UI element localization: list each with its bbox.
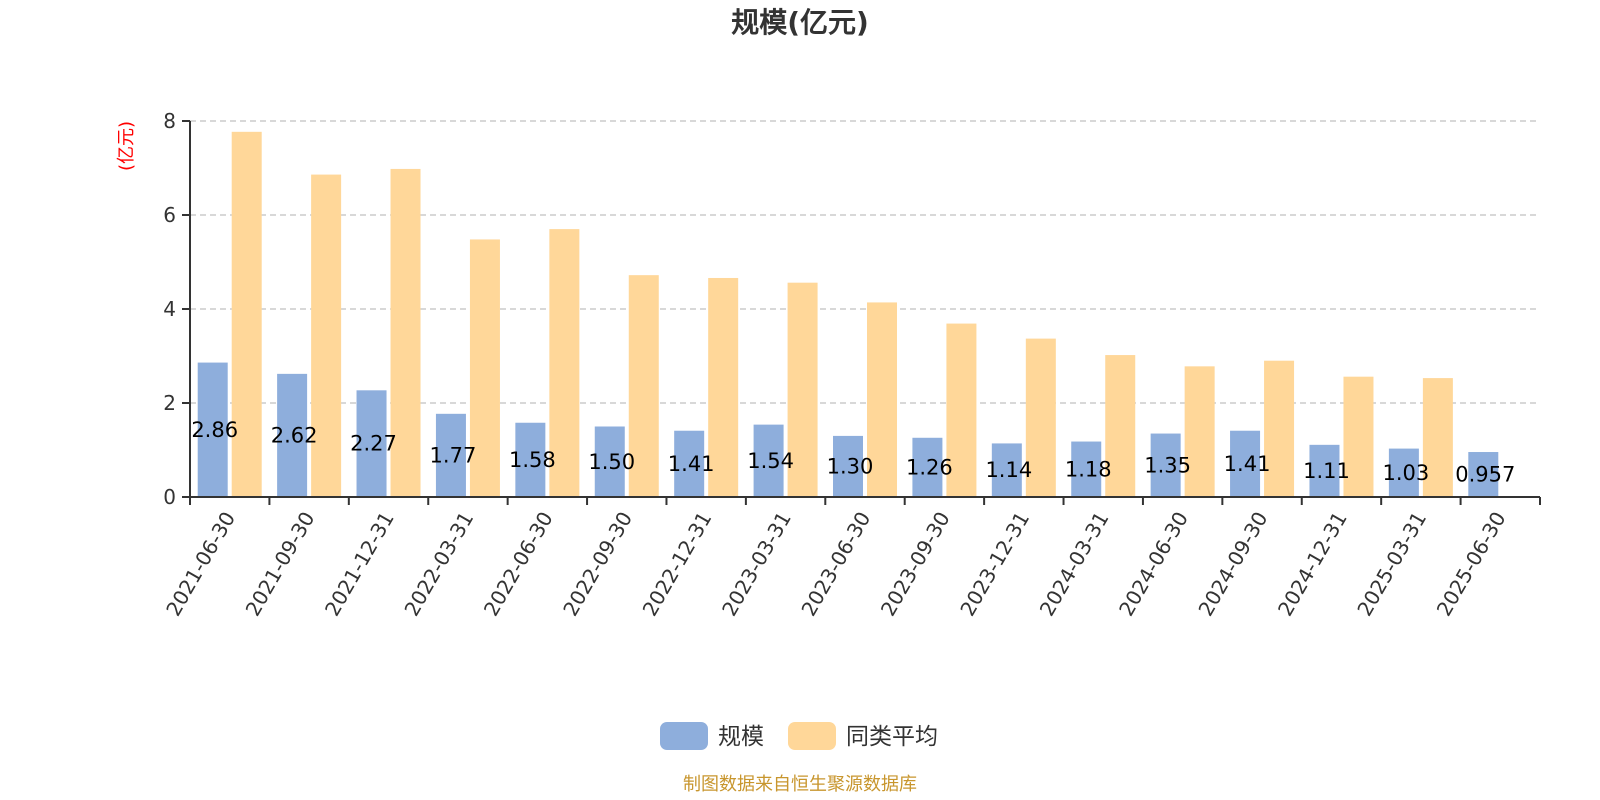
bar-size-5 xyxy=(594,426,625,497)
bar-peer-average-5 xyxy=(628,275,659,497)
bar-size-8 xyxy=(833,435,863,497)
data-label-size-15: 1.03 xyxy=(1382,461,1429,485)
data-label-size-4: 1.58 xyxy=(509,448,556,472)
bar-peer-average-6 xyxy=(708,277,739,497)
data-label-size-12: 1.35 xyxy=(1144,453,1191,477)
data-label-size-3: 1.77 xyxy=(430,443,477,467)
bar-peer-average-13 xyxy=(1264,360,1295,497)
data-label-size-6: 1.41 xyxy=(668,452,715,476)
bar-peer-average-14 xyxy=(1343,376,1374,497)
bar-peer-average-8 xyxy=(867,302,897,497)
y-tick-label-4: 8 xyxy=(163,109,176,133)
data-label-size-14: 1.11 xyxy=(1303,459,1350,483)
legend-swatch-0[interactable] xyxy=(660,722,708,750)
bar-size-13 xyxy=(1230,430,1261,497)
bar-size-16 xyxy=(1468,452,1499,497)
bar-peer-average-15 xyxy=(1422,378,1453,497)
legend-swatch-1[interactable] xyxy=(788,722,836,750)
data-label-size-2: 2.27 xyxy=(350,432,397,456)
bar-size-9 xyxy=(912,437,943,497)
data-label-size-1: 2.62 xyxy=(271,423,318,447)
y-tick-label-0: 0 xyxy=(163,485,176,509)
bar-size-11 xyxy=(1071,441,1102,497)
legend-label-0[interactable]: 规模 xyxy=(718,724,764,750)
bar-peer-average-1 xyxy=(311,174,342,497)
bar-size-14 xyxy=(1309,444,1340,497)
x-tick-label-13: 2024-09-30 xyxy=(1193,508,1272,621)
data-label-size-7: 1.54 xyxy=(747,449,794,473)
bar-peer-average-9 xyxy=(946,323,977,497)
x-tick-label-5: 2022-09-30 xyxy=(558,508,637,621)
bar-size-4 xyxy=(515,422,546,497)
y-tick-label-1: 2 xyxy=(163,391,176,415)
x-tick-label-7: 2023-03-31 xyxy=(717,508,796,621)
x-tick-label-10: 2023-12-31 xyxy=(955,508,1034,621)
x-tick-label-4: 2022-06-30 xyxy=(479,508,558,621)
y-tick-label-2: 4 xyxy=(163,297,176,321)
bar-peer-average-0 xyxy=(231,131,262,497)
bar-size-15 xyxy=(1388,448,1419,497)
x-tick-label-16: 2025-06-30 xyxy=(1432,508,1511,621)
x-tick-label-0: 2021-06-30 xyxy=(161,508,240,621)
bar-peer-average-12 xyxy=(1184,366,1215,497)
x-tick-label-15: 2025-03-31 xyxy=(1352,508,1431,621)
bar-size-2 xyxy=(356,390,387,497)
source-note: 制图数据来自恒生聚源数据库 xyxy=(683,774,917,795)
bar-peer-average-3 xyxy=(469,239,500,497)
bar-peer-average-7 xyxy=(787,282,818,497)
x-tick-label-11: 2024-03-31 xyxy=(1035,508,1114,621)
data-label-size-0: 2.86 xyxy=(191,418,238,442)
bar-size-0 xyxy=(197,362,228,497)
data-label-size-16: 0.957 xyxy=(1455,463,1515,487)
x-tick-label-2: 2021-12-31 xyxy=(320,508,399,621)
bar-peer-average-11 xyxy=(1105,355,1136,497)
data-label-size-10: 1.14 xyxy=(985,458,1032,482)
bar-size-1 xyxy=(277,373,308,497)
x-tick-label-8: 2023-06-30 xyxy=(796,508,875,621)
bar-peer-average-10 xyxy=(1025,338,1056,497)
data-labels: 2.86 2.62 2.27 1.77 1.58 1.50 1.41 1.54 1.30 1.26… xyxy=(191,418,1515,487)
bar-size-12 xyxy=(1150,433,1181,497)
bar-peer-average-4 xyxy=(549,229,580,497)
chart-title: 规模(亿元) xyxy=(731,6,869,39)
x-tick-label-9: 2023-09-30 xyxy=(876,508,955,621)
bar-peer-average-2 xyxy=(390,168,421,497)
y-tick-label-3: 6 xyxy=(163,203,176,227)
x-tick-label-6: 2022-12-31 xyxy=(638,508,717,621)
legend[interactable]: 规模 同类平均 xyxy=(660,722,938,750)
bar-size-3 xyxy=(435,413,466,497)
bars xyxy=(197,131,1499,497)
x-tick-label-14: 2024-12-31 xyxy=(1273,508,1352,621)
data-label-size-8: 1.30 xyxy=(827,454,874,478)
y-axis-unit-label: (亿元) xyxy=(116,121,137,171)
data-label-size-5: 1.50 xyxy=(588,450,635,474)
data-label-size-11: 1.18 xyxy=(1065,457,1112,481)
legend-label-1[interactable]: 同类平均 xyxy=(846,724,938,750)
data-label-size-13: 1.41 xyxy=(1224,452,1271,476)
bar-size-7 xyxy=(753,424,784,497)
bar-size-10 xyxy=(991,443,1022,497)
data-label-size-9: 1.26 xyxy=(906,455,953,479)
bar-size-6 xyxy=(674,430,705,497)
x-tick-label-3: 2022-03-31 xyxy=(399,508,478,621)
x-tick-label-12: 2024-06-30 xyxy=(1114,508,1193,621)
x-tick-label-1: 2021-09-30 xyxy=(241,508,320,621)
